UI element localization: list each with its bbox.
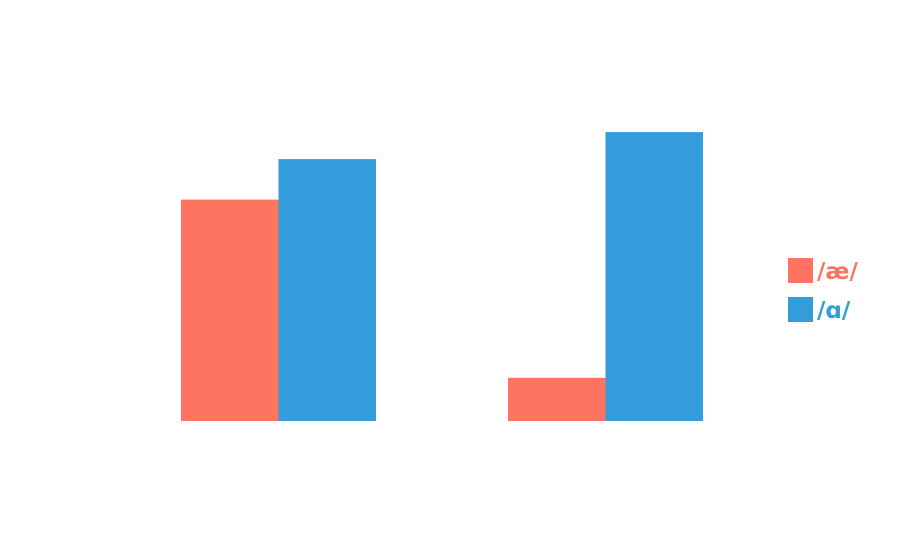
bar-series-1-category-0 [278,159,376,421]
bar-series-0-category-0 [181,199,279,421]
legend-label-a: /ɑ/ [817,298,851,324]
legend: /æ/ /ɑ/ [788,258,859,324]
legend-swatch-ae [788,258,813,283]
bars-group [181,132,703,421]
bar-series-0-category-1 [508,377,606,421]
legend-swatch-a [788,297,813,322]
bar-series-1-category-1 [605,132,703,421]
legend-label-ae: /æ/ [817,259,859,285]
